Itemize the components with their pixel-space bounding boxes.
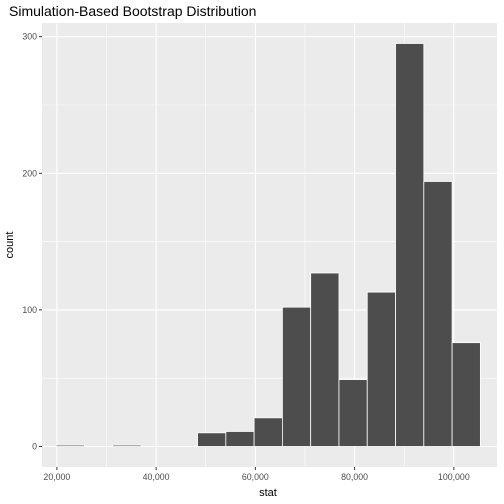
histogram-bar [395,43,425,447]
y-tick-label: 0 [32,442,37,452]
histogram-bar [197,432,227,447]
x-tick-label: 100,000 [438,472,470,482]
x-tick-label: 60,000 [242,472,269,482]
y-tick-label: 100 [22,305,37,315]
histogram-bar [366,291,396,447]
x-tick-label: 40,000 [143,472,170,482]
y-tick-label: 300 [22,32,37,42]
histogram-bar [225,431,255,447]
x-tick-label: 80,000 [341,472,368,482]
chart-title: Simulation-Based Bootstrap Distribution [9,3,256,19]
histogram-bar [282,306,312,447]
y-axis-title: count [4,232,16,259]
histogram-bar [253,417,283,447]
histogram-bar [451,342,481,447]
histogram-bar [310,272,340,447]
y-axis: 0 100 200 300 [22,32,42,452]
x-axis: 20,000 40,000 60,000 80,000 100,000 [43,467,470,482]
y-tick-label: 200 [22,168,37,178]
histogram-bar [112,444,142,447]
histogram-bar [423,181,453,447]
x-tick-label: 20,000 [43,472,70,482]
histogram-bars [55,43,481,447]
histogram-bar [338,379,368,447]
x-axis-title: stat [259,487,277,499]
histogram-bar [55,444,85,447]
